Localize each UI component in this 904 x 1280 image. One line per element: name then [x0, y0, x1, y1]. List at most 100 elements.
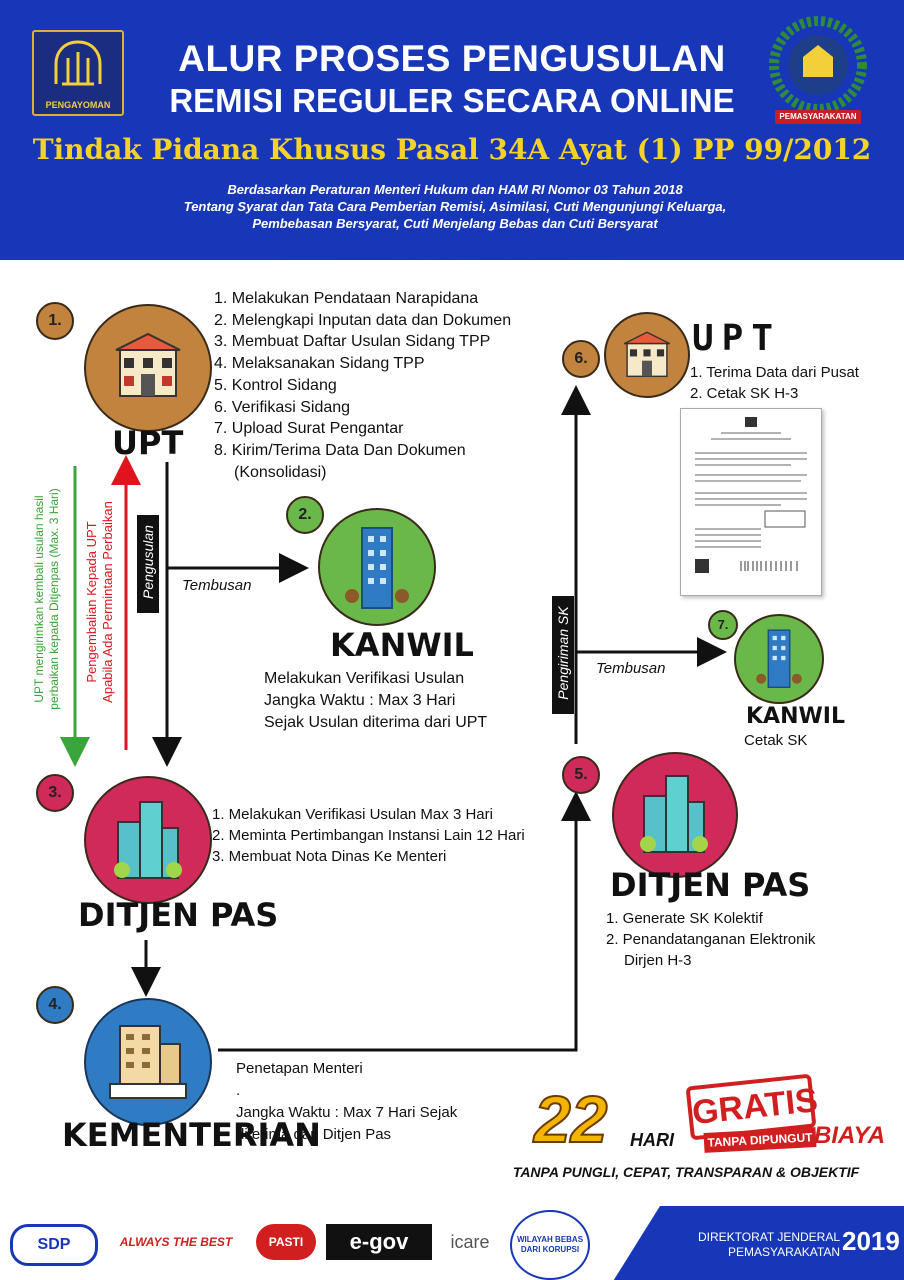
- promo-slogan: TANPA PUNGLI, CEPAT, TRANSPARAN & OBJEKT…: [512, 1164, 860, 1180]
- step5-number: 5.: [562, 756, 600, 794]
- step1-item: 3. Membuat Daftar Usulan Sidang TPP: [214, 333, 491, 351]
- footer-org-line1: DIREKTORAT JENDERAL: [697, 1230, 840, 1244]
- biaya-label: BIAYA: [814, 1122, 886, 1149]
- pemasyarakatan-logo: PEMASYARAKATAN: [763, 15, 873, 124]
- step2-title: KANWIL: [330, 626, 474, 664]
- green-note-line1: UPT mengirimkan kembali usulan hasil: [32, 495, 46, 703]
- step3-title: DITJEN PAS: [78, 896, 279, 934]
- step4-note: .: [236, 1082, 241, 1099]
- step5-item: 1. Generate SK Kolektif: [606, 910, 763, 927]
- pengusulan-label-box: [137, 515, 159, 613]
- header-wave: [0, 220, 904, 260]
- step3-list: 1. Melakukan Verifikasi Usulan Max 3 Har…: [212, 804, 525, 867]
- basis-line1: Berdasarkan Peraturan Menteri Hukum dan …: [227, 182, 683, 197]
- step5-item: Dirjen H-3: [624, 952, 692, 969]
- green-arrow-note: UPT mengirimkan kembali usulan hasil per…: [32, 468, 62, 730]
- city-building-icon: [640, 775, 708, 853]
- step4-note: Penetapan Menteri: [236, 1060, 363, 1077]
- step5-list: 1. Generate SK Kolektif 2. Penandatangan…: [606, 908, 815, 971]
- ministry-building-icon: [109, 1025, 187, 1099]
- step4-notes: Penetapan Menteri . Jangka Waktu : Max 7…: [236, 1058, 457, 1146]
- logo-right-text: PEMASYARAKATAN: [775, 110, 861, 124]
- prison-building-icon: [115, 332, 181, 397]
- footer-org: DIREKTORAT JENDERAL PEMASYARAKATAN: [664, 1230, 840, 1260]
- step5-title: DITJEN PAS: [610, 866, 811, 904]
- step1-title: UPT: [112, 424, 184, 462]
- step1-item: 7. Upload Surat Pengantar: [214, 420, 404, 438]
- red-note-line2: Apabila Ada Permintaan Perbaikan: [100, 501, 115, 703]
- step1-item: 1. Melakukan Pendataan Narapidana: [214, 290, 479, 307]
- step3-item: 1. Melakukan Verifikasi Usulan Max 3 Har…: [212, 806, 493, 823]
- step1-item: 5. Kontrol Sidang: [214, 376, 337, 394]
- kementerian-circle: [84, 998, 212, 1126]
- step3-number: 3.: [36, 774, 74, 812]
- step4-number: 4.: [36, 986, 74, 1024]
- step1-item: 4. Melaksanakan Sidang TPP: [214, 355, 425, 373]
- step5-item: 2. Penandatanganan Elektronik: [606, 931, 816, 948]
- step6-item: 1. Terima Data dari Pusat: [690, 364, 859, 381]
- footer-org-line2: PEMASYARAKATAN: [727, 1245, 840, 1259]
- pengiriman-sk-label-box: [552, 596, 574, 714]
- basis-line3: Pembebasan Bersyarat, Cuti Menjelang Beb…: [252, 216, 658, 231]
- logo-left-text: PENGAYOMAN: [45, 100, 111, 110]
- step1-item: 6. Verifikasi Sidang: [214, 398, 351, 416]
- step3-item: 2. Meminta Pertimbangan Instansi Lain 12…: [212, 827, 525, 844]
- step2-notes: Melakukan Verifikasi Usulan Jangka Waktu…: [264, 668, 487, 734]
- pengayoman-logo: PENGAYOMAN: [32, 30, 124, 116]
- step7-note: Cetak SK: [744, 732, 808, 749]
- footer-logo-wbk: WILAYAH BEBAS DARI KORUPSI: [510, 1210, 590, 1280]
- step2-note: Jangka Waktu : Max 3 Hari: [264, 692, 456, 709]
- footer-logo-egov: e-gov: [326, 1224, 432, 1260]
- step1-item: 8. Kirim/Terima Data Dan Dokumen: [214, 441, 466, 459]
- step6-number: 6.: [562, 340, 600, 378]
- footer-logo-sdp: SDP: [10, 1224, 98, 1266]
- step2-note: Sejak Usulan diterima dari UPT: [264, 714, 488, 731]
- pengayoman-emblem-icon: [54, 40, 102, 86]
- footer-year: 2019: [842, 1226, 900, 1256]
- sk-document-thumbnail: [680, 408, 822, 596]
- page-subtitle: Tindak Pidana Khusus Pasal 34A Ayat (1) …: [32, 133, 872, 166]
- step6-title: UPT: [692, 318, 782, 359]
- prison-building-icon: [623, 331, 671, 378]
- step7-title: KANWIL: [746, 704, 845, 729]
- upt6-circle: [604, 312, 690, 398]
- footer-logo-pasti: PASTI: [256, 1224, 316, 1260]
- document-icon: [695, 417, 807, 573]
- step2-note: Melakukan Verifikasi Usulan: [264, 670, 465, 687]
- step4-note: diterima dari Ditjen Pas: [236, 1126, 392, 1143]
- step6-item: 2. Cetak SK H-3: [690, 385, 799, 402]
- footer-logo-always-best: ALWAYS THE BEST: [119, 1235, 233, 1249]
- ditjen-circle: [84, 776, 212, 904]
- kanwil-circle: [318, 508, 436, 626]
- days-label: HARI: [630, 1130, 674, 1150]
- ditjen5-circle: [612, 752, 738, 878]
- red-arrow-note: Pengembalian Kepada UPT Apabila Ada Perm…: [84, 492, 116, 712]
- office-building-icon: [756, 629, 802, 689]
- red-note-line1: Pengembalian Kepada UPT: [84, 521, 99, 683]
- step2-number: 2.: [286, 496, 324, 534]
- pemasyarakatan-emblem-icon: [769, 16, 867, 114]
- page-title-line2: REMISI REGULER SECARA ONLINE: [169, 82, 735, 119]
- step7-number: 7.: [708, 610, 738, 640]
- page-title-line1: ALUR PROSES PENGUSULAN: [178, 38, 726, 79]
- tembusan-label-1: Tembusan: [182, 577, 252, 594]
- step1-item: 2. Melengkapi Inputan data dan Dokumen: [214, 311, 512, 329]
- footer-logo-icare: icare: [450, 1232, 490, 1252]
- step6-list: 1. Terima Data dari Pusat 2. Cetak SK H-…: [690, 362, 859, 404]
- kanwil7-circle: [734, 614, 824, 704]
- pengiriman-sk-label: Pengiriman SK: [555, 606, 571, 700]
- arrow-kementerian-to-ditjen5: [218, 791, 591, 1052]
- upt-circle: [84, 304, 212, 432]
- step1-item: (Konsolidasi): [234, 463, 327, 481]
- step1-number: 1.: [36, 302, 74, 340]
- pengusulan-label: Pengusulan: [140, 525, 156, 599]
- step3-item: 3. Membuat Nota Dinas Ke Menteri: [212, 848, 447, 865]
- office-building-icon: [345, 527, 409, 609]
- green-note-line2: perbaikan kepada Ditjenpas (Max. 3 Hari): [47, 488, 61, 710]
- days-number: 22: [533, 1082, 608, 1156]
- step1-list: 1. Melakukan Pendataan Narapidana 2. Mel…: [214, 288, 511, 483]
- regulation-basis: Berdasarkan Peraturan Menteri Hukum dan …: [110, 181, 800, 232]
- step4-title: KEMENTERIAN: [62, 1116, 321, 1154]
- header-banner: [0, 0, 904, 260]
